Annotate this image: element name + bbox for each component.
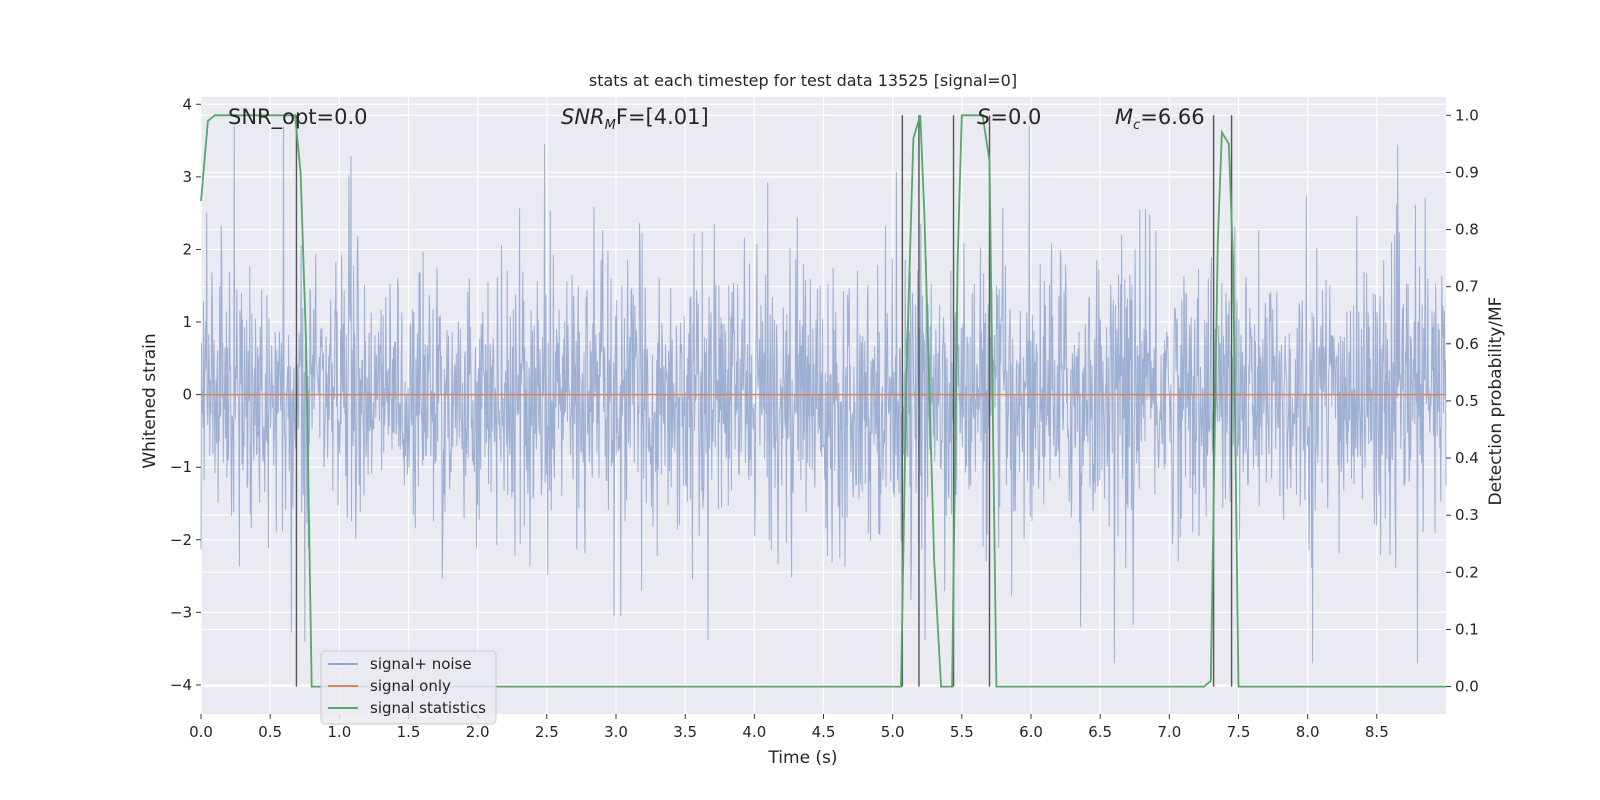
y-tick-label-right: 0.2 bbox=[1455, 563, 1479, 581]
x-tick-label: 7.5 bbox=[1227, 723, 1251, 741]
y-tick-label-right: 0.0 bbox=[1455, 678, 1479, 696]
legend-label-signal-only: signal only bbox=[370, 677, 451, 695]
mc-value: =6.66 bbox=[1140, 105, 1204, 129]
y-tick-label-right: 1.0 bbox=[1455, 106, 1479, 124]
y-tick-label-left: −2 bbox=[170, 531, 192, 549]
chart-title: stats at each timestep for test data 135… bbox=[589, 71, 1017, 90]
x-tick-label: 0.0 bbox=[189, 723, 213, 741]
x-tick-label: 0.5 bbox=[258, 723, 282, 741]
snr-mf-suffix: F=[4.01] bbox=[616, 105, 709, 129]
x-tick-label: 6.0 bbox=[1019, 723, 1043, 741]
legend-label-signal-noise: signal+ noise bbox=[370, 655, 472, 673]
y-tick-label-left: −3 bbox=[170, 603, 192, 621]
snr-mf-prefix: SNR bbox=[561, 105, 605, 129]
x-tick-label: 3.0 bbox=[604, 723, 628, 741]
x-tick-label: 8.0 bbox=[1296, 723, 1320, 741]
y-axis-label-left: Whitened strain bbox=[140, 333, 160, 468]
x-tick-label: 7.0 bbox=[1157, 723, 1181, 741]
x-tick-label: 8.5 bbox=[1365, 723, 1389, 741]
snr-mf-subscript: M bbox=[605, 118, 616, 133]
x-tick-label: 2.0 bbox=[466, 723, 490, 741]
x-axis-label: Time (s) bbox=[767, 748, 837, 768]
x-tick-label: 2.5 bbox=[535, 723, 559, 741]
y-tick-label-right: 0.9 bbox=[1455, 163, 1479, 181]
x-tick-label: 1.0 bbox=[327, 723, 351, 741]
snr-mf-annotation: SNRMF=[4.01] bbox=[561, 105, 709, 133]
y-tick-label-right: 0.5 bbox=[1455, 392, 1479, 410]
y-tick-label-left: 4 bbox=[182, 95, 192, 113]
y-tick-label-right: 0.1 bbox=[1455, 620, 1479, 638]
legend-label-signal-statistics: signal statistics bbox=[370, 699, 486, 717]
y-tick-label-left: 2 bbox=[182, 240, 192, 258]
mc-label: M bbox=[1115, 105, 1133, 129]
y-tick-label-right: 0.4 bbox=[1455, 449, 1479, 467]
y-tick-label-left: 0 bbox=[182, 386, 192, 404]
y-tick-label-left: 1 bbox=[182, 313, 192, 331]
signal-statistics-line bbox=[200, 114, 1446, 688]
s-annotation: S=0.0 bbox=[977, 105, 1041, 129]
y-tick-label-right: 0.6 bbox=[1455, 335, 1479, 353]
y-tick-label-right: 0.7 bbox=[1455, 278, 1479, 296]
mc-subscript: c bbox=[1133, 118, 1140, 133]
x-tick-label: 4.0 bbox=[742, 723, 766, 741]
x-tick-label: 4.5 bbox=[812, 723, 836, 741]
y-tick-label-right: 0.3 bbox=[1455, 506, 1479, 524]
s-label: S bbox=[977, 105, 990, 129]
y-tick-label-left: 3 bbox=[182, 168, 192, 186]
mc-annotation: Mc=6.66 bbox=[1115, 105, 1205, 133]
x-tick-label: 1.5 bbox=[397, 723, 421, 741]
snr-opt-annotation: SNR_opt=0.0 bbox=[228, 105, 368, 130]
x-tick-label: 5.0 bbox=[881, 723, 905, 741]
signal-noise-line bbox=[200, 125, 1447, 664]
y-tick-label-left: −4 bbox=[170, 676, 192, 694]
x-tick-label: 5.5 bbox=[950, 723, 974, 741]
x-tick-label: 3.5 bbox=[673, 723, 697, 741]
y-tick-label-left: −1 bbox=[170, 458, 192, 476]
y-tick-label-right: 0.8 bbox=[1455, 221, 1479, 239]
legend: signal+ noise signal only signal statist… bbox=[320, 650, 497, 725]
legend-box bbox=[320, 650, 497, 725]
y-axis-label-right: Detection probability/MF bbox=[1486, 297, 1506, 506]
signal-statistics-series bbox=[200, 114, 1446, 688]
signal-noise-series bbox=[200, 125, 1447, 664]
x-tick-label: 6.5 bbox=[1088, 723, 1112, 741]
s-value: =0.0 bbox=[990, 105, 1041, 129]
axis-ticks: 0.0 0.5 1.0 1.5 2.0 2.5 3.0 3.5 4.0 4.5 5.0 5.5 6.0 6… bbox=[170, 95, 1479, 741]
